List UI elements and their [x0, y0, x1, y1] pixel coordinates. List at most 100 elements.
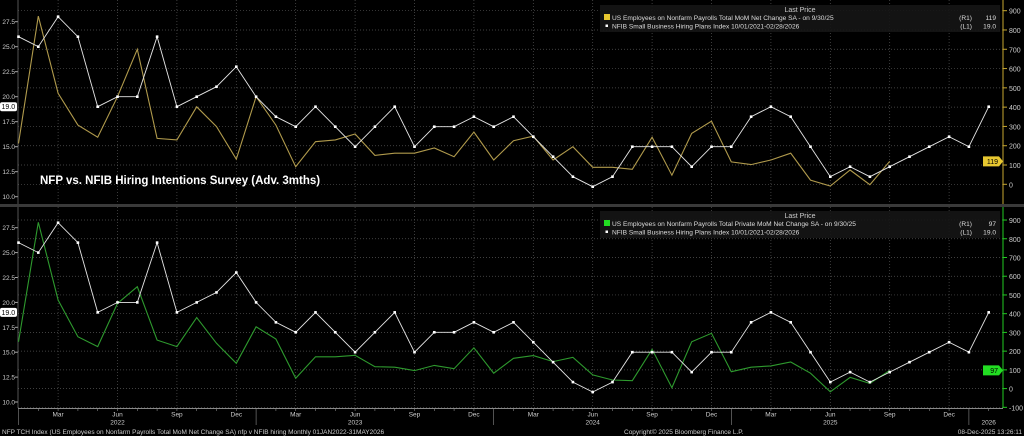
right-axis-tick-label: 100 [1009, 368, 1021, 375]
nfib-data-point [967, 145, 971, 148]
panel-separator [0, 204, 1024, 207]
nfib-data-point [195, 301, 198, 304]
right-axis-tick-label: 600 [1009, 274, 1021, 281]
nfib-data-point [829, 175, 832, 178]
nfib-data-point [17, 35, 20, 38]
nfib-data-point [908, 155, 911, 158]
left-last-value: 19.0 [2, 310, 16, 317]
nfib-data-point [631, 350, 634, 354]
nfib-data-point [452, 330, 456, 334]
nfib-data-point [353, 350, 357, 354]
nfib-data-point [274, 115, 278, 118]
nfib-data-point [96, 311, 99, 314]
legend-marker-key [605, 230, 608, 233]
right-axis-tick-label: 700 [1009, 255, 1021, 262]
nfib-data-point [730, 350, 733, 354]
legend-entry-last-value: 119 [985, 15, 996, 22]
nfib-data-point [353, 145, 357, 148]
month-label: Mar [765, 412, 777, 419]
nfib-data-point [235, 271, 238, 274]
month-label: Mar [52, 412, 64, 419]
nfib-data-point [334, 330, 337, 334]
nfib-data-point [650, 350, 654, 354]
month-label: Dec [468, 412, 480, 419]
nfib-data-point [809, 350, 812, 354]
year-label: 2026 [981, 420, 996, 427]
month-label: Jun [112, 412, 123, 419]
nfib-data-point [868, 380, 872, 384]
nfib-data-point [670, 350, 674, 354]
nfib-data-point [413, 145, 416, 148]
nfib-data-point [888, 165, 891, 168]
nfib-data-point [532, 340, 535, 344]
nfib-data-point [254, 301, 258, 304]
left-axis-tick-label: 10.0 [2, 194, 15, 201]
nfib-data-point [551, 155, 555, 158]
right-axis-tick-label: 500 [1009, 293, 1021, 300]
nfib-data-point [314, 311, 317, 314]
legend-entry-axis: (L1) [960, 24, 972, 31]
nfib-data-point [947, 135, 951, 138]
year-label: 2025 [823, 420, 838, 427]
legend-color-key [604, 14, 610, 20]
nfib-data-point [591, 185, 594, 188]
right-axis-tick-label: 300 [1009, 330, 1021, 337]
nfib-data-point [631, 145, 634, 148]
chart-title: NFP vs. NFIB Hiring Intentions Survey (A… [40, 175, 320, 187]
nfib-data-point [433, 125, 436, 128]
nfib-data-point [492, 330, 495, 334]
right-axis-tick-label: 500 [1009, 86, 1021, 93]
nfp-private-series-line [17, 222, 891, 393]
nfib-data-point [769, 105, 773, 108]
left-last-value-badge [0, 102, 17, 112]
month-label: Sep [646, 412, 658, 419]
nfib-data-point [908, 360, 911, 364]
right-axis-tick-label: 0 [1009, 182, 1013, 189]
nfib-data-point [215, 85, 218, 88]
month-label: Mar [528, 412, 540, 419]
left-last-value: 19.0 [2, 104, 16, 111]
nfib-data-point [650, 145, 654, 148]
nfib-data-point [274, 321, 278, 324]
nfib-data-point [373, 330, 377, 334]
nfib-data-point [373, 125, 377, 128]
legend-color-key [604, 220, 610, 226]
nfib-data-point [551, 360, 555, 364]
left-axis-tick-label: 15.0 [2, 350, 15, 357]
month-label: Dec [706, 412, 718, 419]
year-label: 2022 [110, 420, 125, 427]
nfib-data-point [215, 291, 218, 294]
left-axis-tick-label: 17.5 [2, 119, 15, 126]
legend-entry-name: US Employees on Nonfarm Payrolls Total P… [612, 221, 856, 228]
nfib-data-point [492, 125, 495, 128]
nfib-data-point [987, 311, 990, 314]
left-axis-tick-label: 12.5 [2, 375, 15, 382]
nfib-data-point [690, 370, 693, 374]
legend-header: Last Price [784, 213, 815, 220]
nfib-data-point [710, 350, 713, 354]
legend-marker-key [605, 24, 608, 27]
nfib-data-point [452, 125, 456, 128]
left-axis-tick-label: 27.5 [2, 225, 15, 232]
left-axis-tick-label: 20.0 [2, 94, 15, 101]
left-axis-tick-label: 27.5 [2, 19, 15, 26]
right-axis-tick-label: 900 [1009, 9, 1021, 16]
nfib-data-point [294, 330, 297, 334]
nfib-data-point [749, 321, 753, 324]
nfib-data-point [611, 175, 614, 178]
nfib-data-point [76, 241, 80, 244]
right-axis-tick-label: 700 [1009, 47, 1021, 54]
nfib-data-point [848, 165, 852, 168]
nfib-data-point [571, 380, 575, 384]
nfib-data-point [809, 145, 812, 148]
nfib-data-point [888, 370, 891, 374]
left-axis-tick-label: 15.0 [2, 144, 15, 151]
month-label: Jun [587, 412, 598, 419]
legend-background [600, 5, 1000, 32]
nfib-data-point [769, 311, 773, 314]
nfib-data-point [571, 175, 575, 178]
nfib-data-point [413, 350, 416, 354]
nfib-data-point [136, 301, 139, 304]
